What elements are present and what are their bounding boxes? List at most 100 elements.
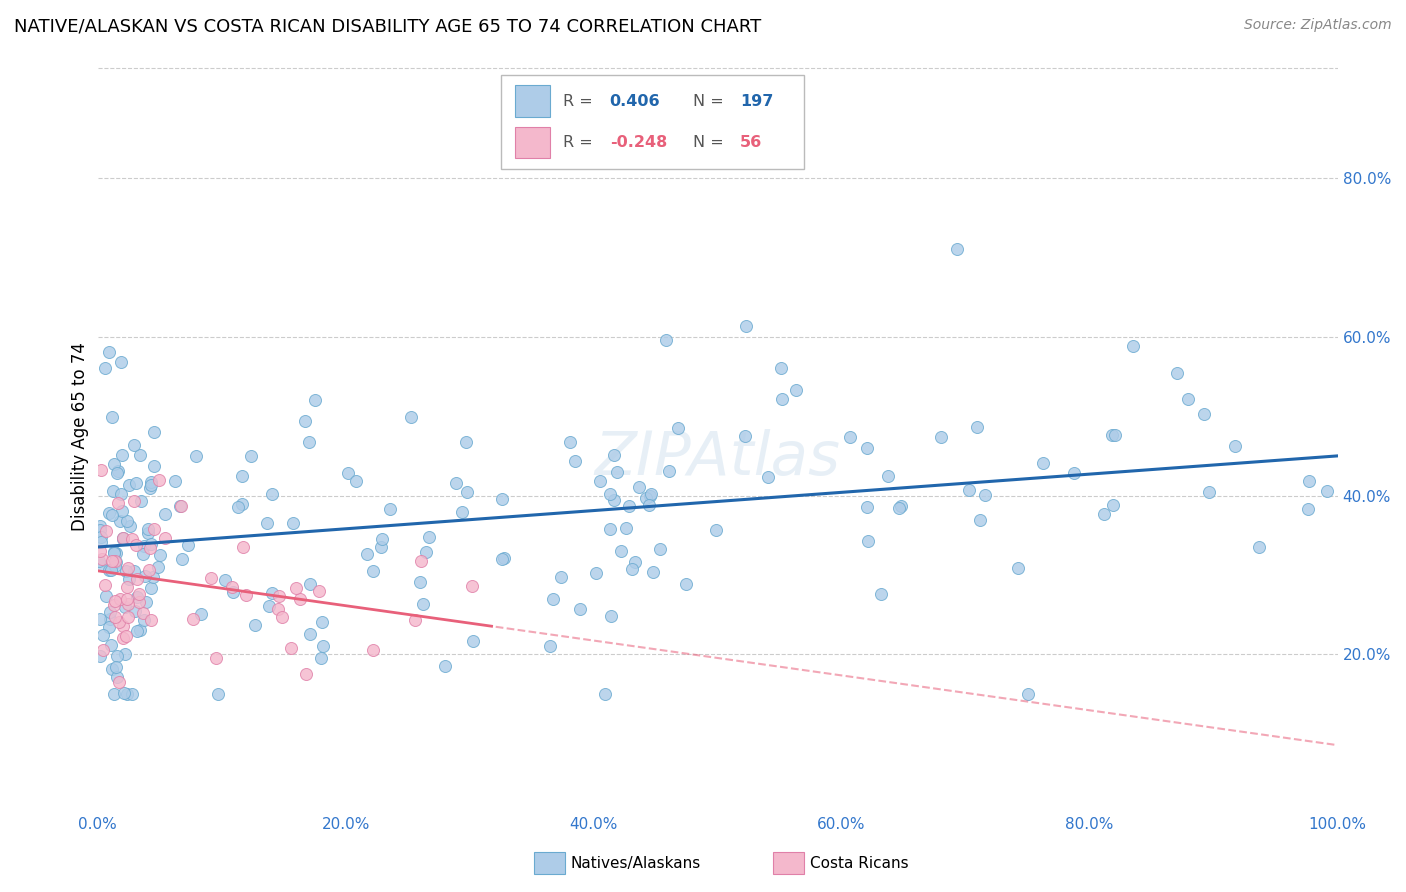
Point [648,541,671,556]
Text: R =: R = [562,135,592,150]
Point [356,547,378,561]
Point [1032,456,1054,470]
Point [589,474,612,488]
Point [132,547,155,561]
Point [1104,427,1126,442]
Point [1063,466,1085,480]
Point [638,489,661,503]
Point [363,565,385,579]
Point [929,430,952,444]
Point [312,639,335,653]
Point [294,413,316,427]
Point [139,481,162,495]
Point [454,435,477,450]
Point [200,571,222,585]
Point [257,599,280,613]
Point [111,503,134,517]
Point [1223,439,1246,453]
Point [104,555,127,569]
Point [1101,428,1123,442]
Point [550,569,572,583]
Point [112,618,135,632]
Point [704,523,727,537]
Point [90,558,112,572]
Point [89,519,111,533]
Point [117,561,139,575]
Point [890,499,912,513]
Point [772,392,794,407]
Point [108,592,131,607]
Point [148,473,170,487]
Point [240,449,263,463]
Point [232,540,254,554]
Point [620,562,643,576]
Point [104,660,127,674]
Point [311,615,333,630]
Point [141,581,163,595]
Point [110,487,132,501]
Point [637,498,659,512]
Point [655,333,678,347]
Point [309,651,332,665]
Point [974,488,997,502]
Text: 197: 197 [740,94,773,109]
Point [94,589,117,603]
Point [418,530,440,544]
Point [132,613,155,627]
Point [378,502,401,516]
Point [606,465,628,479]
Point [889,500,911,515]
Point [1007,561,1029,575]
Point [401,409,423,424]
Point [221,580,243,594]
Point [108,674,131,689]
Point [107,496,129,510]
Point [125,538,148,552]
Point [226,500,249,514]
Point [111,532,134,546]
Point [614,521,637,535]
Point [969,512,991,526]
Point [135,594,157,608]
Point [146,560,169,574]
Point [666,421,689,435]
Point [90,530,112,544]
Point [280,640,302,655]
Point [235,588,257,602]
Point [434,659,457,673]
Point [946,242,969,256]
Point [115,514,138,528]
Point [110,515,132,529]
Point [115,580,138,594]
Point [93,643,115,657]
Point [308,583,330,598]
Point [101,508,124,522]
Point [856,533,879,548]
Point [170,499,193,513]
Point [564,454,586,468]
Point [262,487,284,501]
Point [785,384,807,398]
Point [444,476,467,491]
Point [111,531,134,545]
Point [100,564,122,578]
Point [136,525,159,540]
Point [89,612,111,626]
Point [966,420,988,434]
Point [107,615,129,629]
Point [298,577,321,591]
Point [104,546,127,560]
Point [112,685,135,699]
Point [128,448,150,462]
Point [139,613,162,627]
Point [114,647,136,661]
Point [118,478,141,492]
Point [104,558,127,573]
Point [149,548,172,562]
Point [269,589,291,603]
Point [641,565,664,579]
Point [602,449,624,463]
Point [118,572,141,586]
Point [101,483,124,498]
Point [409,554,432,568]
